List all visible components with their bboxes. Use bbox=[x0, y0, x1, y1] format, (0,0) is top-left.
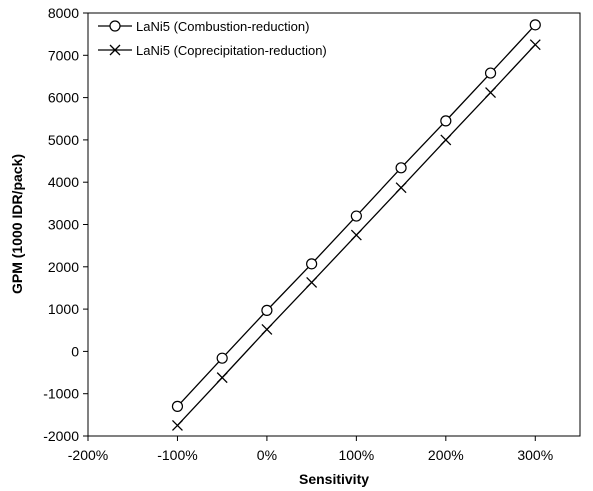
y-tick-label: 3000 bbox=[48, 217, 79, 233]
series-2-point bbox=[171, 419, 183, 431]
y-tick-label: 7000 bbox=[48, 47, 79, 63]
series-layer bbox=[171, 19, 541, 431]
series-1 bbox=[171, 19, 541, 412]
series-1-point bbox=[440, 115, 452, 127]
y-axis-ticks: -2000 -1000 0 1000 2000 3000 4000 5000 6000 7000 8… bbox=[43, 5, 88, 444]
x-tick-label: 300% bbox=[517, 447, 553, 463]
x-axis-title: Sensitivity bbox=[299, 471, 369, 487]
legend-marker bbox=[109, 44, 121, 56]
y-tick-label: -1000 bbox=[43, 386, 79, 402]
legend-label: LaNi5 (Coprecipitation-reduction) bbox=[136, 43, 327, 58]
x-tick-label: -200% bbox=[68, 447, 108, 463]
x-tick-label: -100% bbox=[157, 447, 197, 463]
legend: LaNi5 (Combustion-reduction) LaNi5 (Copre… bbox=[98, 19, 327, 58]
series-1-point bbox=[171, 400, 184, 412]
y-tick-label: 6000 bbox=[48, 90, 79, 106]
series-1-point bbox=[395, 162, 407, 174]
series-2-point bbox=[261, 323, 273, 335]
legend-item-2: LaNi5 (Coprecipitation-reduction) bbox=[98, 43, 327, 58]
series-1-point bbox=[216, 352, 228, 364]
series-2-point bbox=[485, 87, 497, 98]
legend-item-1: LaNi5 (Combustion-reduction) bbox=[98, 19, 309, 34]
series-2-point bbox=[350, 229, 362, 241]
series-1-point bbox=[529, 19, 541, 31]
series-1-point bbox=[484, 67, 497, 79]
y-axis-title: GPM (1000 IDR/pack) bbox=[9, 154, 25, 294]
x-tick-label: 100% bbox=[338, 447, 374, 463]
y-tick-label: 0 bbox=[71, 343, 79, 359]
series-2-point bbox=[216, 372, 228, 384]
series-1-point bbox=[350, 210, 362, 222]
x-tick-label: 200% bbox=[428, 447, 464, 463]
series-2-point bbox=[440, 134, 452, 146]
x-axis-ticks: -200% -100% 0% 100% 200% 300% bbox=[68, 436, 553, 463]
series-1-point bbox=[306, 258, 318, 270]
y-tick-label: -2000 bbox=[43, 428, 79, 444]
series-1-point bbox=[261, 304, 273, 316]
y-tick-label: 8000 bbox=[48, 5, 79, 21]
legend-marker bbox=[109, 20, 121, 32]
x-tick-label: 0% bbox=[257, 447, 277, 463]
series-2-point bbox=[306, 276, 318, 288]
series-2-point bbox=[529, 39, 541, 51]
series-2 bbox=[171, 39, 541, 431]
y-tick-label: 5000 bbox=[48, 132, 79, 148]
y-tick-label: 4000 bbox=[48, 174, 79, 190]
y-tick-label: 2000 bbox=[48, 259, 79, 275]
y-tick-label: 1000 bbox=[48, 301, 79, 317]
legend-label: LaNi5 (Combustion-reduction) bbox=[136, 19, 309, 34]
series-2-point bbox=[395, 182, 407, 194]
